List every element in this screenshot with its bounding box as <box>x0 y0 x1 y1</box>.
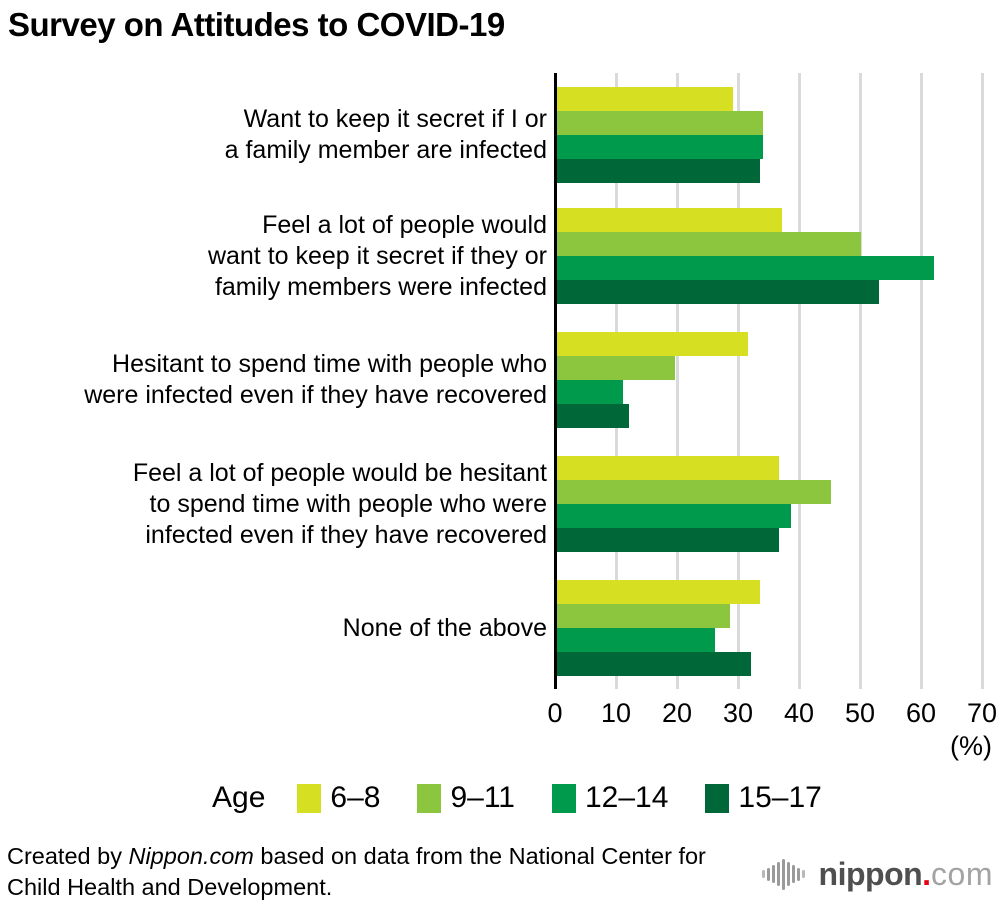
bar <box>556 280 880 304</box>
soundwave-bar <box>776 862 780 886</box>
soundwave-bar <box>771 865 775 883</box>
bar <box>556 580 761 604</box>
bar <box>556 628 715 652</box>
credit-suffix: based on data from the National Center f… <box>7 843 706 900</box>
bar <box>556 456 779 480</box>
credit-brand: Nippon.com <box>128 843 254 869</box>
x-tick-label: 10 <box>600 698 632 728</box>
category-label-line: a family member are infected <box>224 136 547 164</box>
soundwave-bar <box>786 862 790 886</box>
legend-title: Age <box>212 781 266 814</box>
legend-label: 6–8 <box>330 781 381 814</box>
bar <box>556 380 624 404</box>
bar <box>556 404 630 428</box>
bar <box>556 135 764 159</box>
category-label-line: family members were infected <box>214 272 547 301</box>
category-label: None of the above <box>0 580 547 676</box>
chart-title: Survey on Attitudes to COVID-19 <box>8 6 505 43</box>
category-label-line: Feel a lot of people would <box>262 210 547 239</box>
bar <box>556 652 752 676</box>
logo-dot: . <box>922 855 932 892</box>
bar <box>556 87 733 111</box>
x-tick-label: 60 <box>905 698 937 728</box>
gridline <box>736 73 740 689</box>
category-label-line: Feel a lot of people would be hesitant <box>132 458 547 487</box>
bar <box>556 528 779 552</box>
x-tick-label: 30 <box>722 698 754 728</box>
legend-label: 12–14 <box>584 781 669 814</box>
bar <box>556 111 764 135</box>
bar <box>556 232 861 256</box>
category-label: Feel a lot of people would want to keep i… <box>0 208 547 304</box>
nippon-logo: nippon. com <box>761 852 993 896</box>
category-label-line: Want to keep it secret if I or <box>243 105 547 133</box>
category-label-line: infected even if they have recovered <box>145 520 547 549</box>
x-tick-label: 0 <box>547 698 563 728</box>
gridline <box>980 73 984 689</box>
category-label-line: to spend time with people who were <box>149 489 547 518</box>
bar <box>556 504 791 528</box>
bar <box>556 604 730 628</box>
soundwave-icon <box>761 854 807 894</box>
credit-prefix: Created by <box>7 843 129 869</box>
logo-tld: com <box>931 855 993 892</box>
x-tick-label: 40 <box>783 698 815 728</box>
category-label-line: want to keep it secret if they or <box>207 241 547 270</box>
soundwave-bar <box>781 858 785 890</box>
y-axis-line <box>553 73 557 689</box>
category-label-line: were infected even if they have recovere… <box>84 381 547 409</box>
soundwave-bar <box>791 865 795 883</box>
soundwave-bar <box>801 870 805 878</box>
x-tick-label: 20 <box>661 698 693 728</box>
bar <box>556 256 935 280</box>
legend-item: 9–11 <box>417 781 515 815</box>
category-label-line: None of the above <box>342 613 547 642</box>
soundwave-bar <box>766 867 770 881</box>
legend-swatch <box>705 783 730 813</box>
credit-text: Created by Nippon.com based on data from… <box>7 841 765 902</box>
legend-item: 12–14 <box>551 781 669 815</box>
legend-label: 9–11 <box>450 781 515 814</box>
legend-item: 15–17 <box>705 781 822 815</box>
legend-swatch <box>551 783 576 813</box>
bar <box>556 159 761 183</box>
logo-wordmark: nippon <box>818 855 923 892</box>
legend-item: 6–8 <box>297 781 380 815</box>
gridline <box>675 73 679 689</box>
category-label-line: Hesitant to spend time with people who <box>112 350 547 378</box>
soundwave-bar <box>761 870 765 878</box>
gridline <box>797 73 801 689</box>
bar <box>556 208 782 232</box>
bar <box>556 356 675 380</box>
x-tick-label: 70 <box>966 698 998 728</box>
x-tick-label: 50 <box>844 698 876 728</box>
legend-items: 6–8 9–11 12–14 15–17 <box>297 781 858 815</box>
x-axis-unit-label: (%) <box>950 731 992 761</box>
bar <box>556 332 749 356</box>
gridline <box>919 73 923 689</box>
category-label: Want to keep it secret if I or a family m… <box>0 87 547 183</box>
legend-swatch <box>297 783 322 813</box>
legend-label: 15–17 <box>738 781 822 814</box>
category-label: Hesitant to spend time with people who we… <box>0 332 547 428</box>
bar <box>556 480 831 504</box>
legend: Age 6–8 9–11 12–14 15–17 <box>212 780 859 816</box>
category-label: Feel a lot of people would be hesitant to… <box>0 456 547 552</box>
gridline <box>858 73 862 689</box>
legend-swatch <box>417 783 442 813</box>
soundwave-bar <box>796 867 800 881</box>
